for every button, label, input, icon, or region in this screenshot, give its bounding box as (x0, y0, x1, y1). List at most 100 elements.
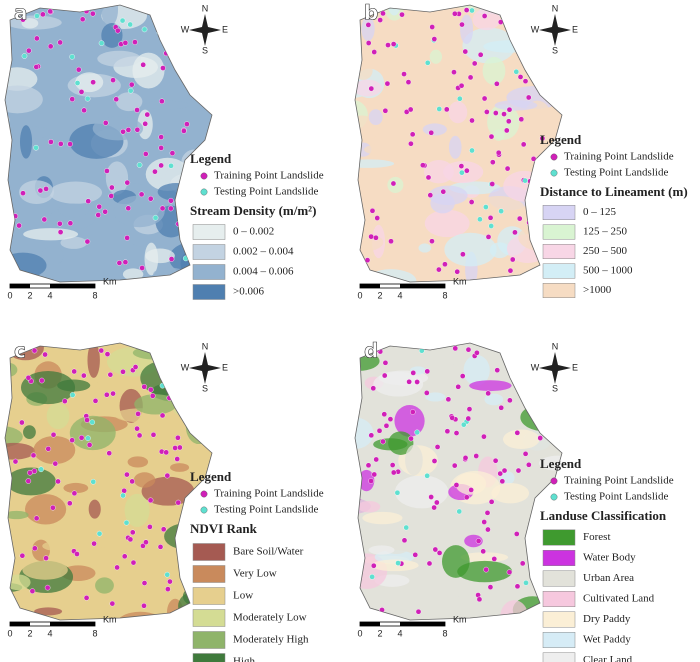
landslide-point (163, 50, 170, 57)
landslide-point (158, 162, 164, 169)
landslide-point (468, 199, 475, 205)
landslide-point (380, 10, 386, 17)
legend-label: Cultivated Land (583, 593, 655, 605)
landslide-point (506, 569, 513, 575)
legend-label: Wet Paddy (583, 634, 631, 646)
landslide-point (526, 383, 533, 390)
legend-swatch (542, 529, 576, 546)
landslide-point (541, 356, 547, 363)
landslide-point (69, 437, 75, 444)
landslide-point (505, 118, 512, 125)
layer-title: Stream Density (m/m²) (190, 203, 316, 218)
landslide-point (67, 141, 73, 147)
map-patch (361, 16, 375, 42)
legend-label: Testing Point Landslide (564, 491, 668, 503)
landslide-point (167, 205, 174, 212)
landslide-point (96, 203, 103, 210)
landslide-point (33, 144, 39, 151)
landslide-point (407, 106, 414, 113)
landslide-point (175, 499, 182, 506)
map-patch (357, 500, 381, 513)
landslide-point (451, 69, 457, 75)
landslide-point (409, 131, 416, 138)
landslide-point (519, 560, 526, 567)
landslide-point (436, 266, 442, 273)
legend-swatch (542, 283, 576, 298)
landslide-point (410, 409, 416, 415)
landslide-point (69, 54, 75, 60)
map-patch (105, 161, 129, 195)
layer-title: Landuse Classification (540, 508, 667, 523)
landslide-point (110, 390, 116, 397)
map-patch (132, 52, 165, 89)
panel-letter: b (364, 1, 378, 25)
landslide-point (380, 438, 386, 445)
landslide-point (175, 11, 181, 18)
landslide-point (458, 82, 465, 89)
landslide-point (484, 109, 490, 115)
landslide-point (39, 377, 45, 384)
map-patch (435, 594, 466, 620)
landslide-point (484, 510, 491, 516)
legend-marker (550, 493, 558, 501)
landslide-point (539, 135, 546, 142)
landslide-point (523, 580, 529, 586)
landslide-point (412, 552, 419, 558)
landslide-point (425, 174, 432, 181)
landslide-point (34, 13, 40, 19)
landslide-point (75, 66, 82, 73)
map-patch (422, 123, 447, 136)
landslide-point (102, 208, 108, 215)
map-patch (22, 560, 68, 580)
landslide-point (487, 215, 494, 221)
landslide-point (485, 234, 492, 240)
landslide-point (79, 16, 86, 23)
landslide-point (506, 106, 513, 113)
map-patch (132, 346, 180, 360)
landslide-point (47, 43, 54, 50)
landslide-point (138, 191, 145, 198)
landslide-point (469, 117, 475, 124)
landslide-point (67, 220, 74, 227)
landslide-point (166, 350, 172, 357)
landslide-point (368, 233, 374, 240)
landslide-point (457, 95, 463, 102)
map-patch (418, 243, 432, 253)
map-patch (122, 268, 144, 281)
map-patch (538, 455, 562, 471)
landslide-point (529, 345, 536, 351)
landslide-point (399, 11, 405, 18)
map-panel: b N E S W 0 2 4 8 Km Legend Training Point Landslid… (354, 0, 688, 300)
landslide-point (127, 536, 134, 543)
landslide-point (156, 29, 163, 36)
map-patch (46, 402, 70, 430)
landslide-point (481, 433, 487, 440)
scale-label: 0 (357, 628, 362, 638)
landslide-point (452, 10, 458, 17)
landslide-point (120, 368, 126, 375)
landslide-point (42, 351, 48, 358)
map-patch (355, 417, 374, 450)
landslide-point (467, 74, 474, 81)
landslide-point (541, 373, 548, 379)
landslide-point (537, 412, 543, 418)
landslide-point (477, 51, 484, 58)
landslide-point (177, 444, 183, 451)
landslide-point (165, 364, 171, 370)
legend-label: Testing Point Landslide (564, 167, 668, 179)
landslide-point (458, 163, 465, 169)
landslide-point (57, 229, 64, 235)
compass-label: E (572, 362, 578, 372)
scale-label: 0 (7, 628, 12, 638)
legend-title: Legend (540, 132, 582, 147)
legend-swatch (542, 263, 576, 279)
landslide-point (451, 462, 458, 469)
legend-title: Legend (190, 469, 232, 484)
landslide-point (395, 560, 401, 566)
map-patch (21, 18, 39, 29)
landslide-point (98, 40, 105, 46)
landslide-point (424, 368, 431, 375)
landslide-point (431, 504, 437, 511)
landslide-point (141, 26, 148, 33)
landslide-point (498, 208, 504, 214)
